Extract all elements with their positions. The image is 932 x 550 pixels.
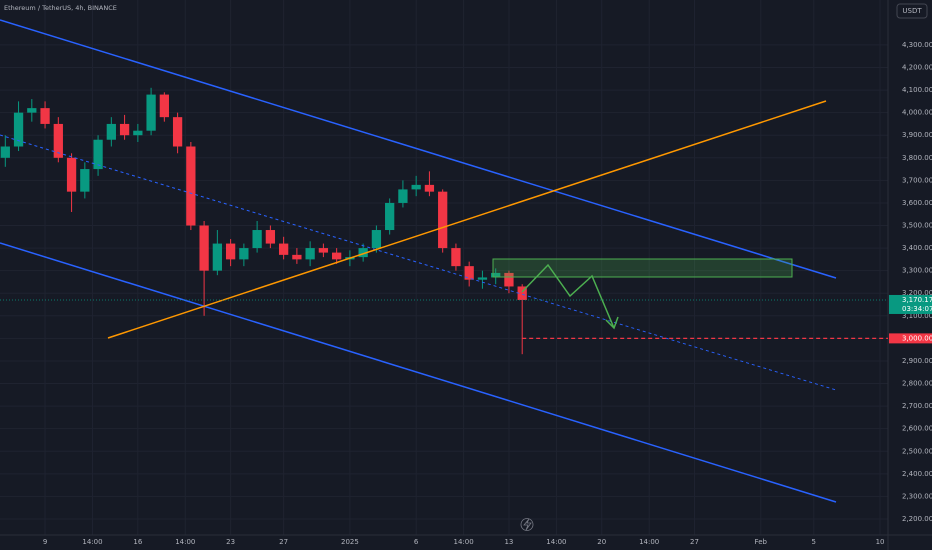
candle-body bbox=[385, 202, 395, 231]
x-tick-label: 23 bbox=[226, 538, 235, 546]
y-tick-label: 2,800.00 bbox=[902, 380, 932, 388]
candle-body bbox=[451, 248, 461, 267]
candle-body bbox=[239, 248, 249, 260]
candle-body bbox=[106, 123, 116, 140]
candle-body bbox=[159, 94, 169, 118]
x-tick-label: 14:00 bbox=[639, 538, 659, 546]
candle-body bbox=[186, 146, 196, 226]
projection-arrow bbox=[605, 316, 619, 330]
y-tick-label: 3,200.00 bbox=[902, 289, 932, 297]
candle-body bbox=[477, 277, 488, 280]
x-tick-label: 13 bbox=[504, 538, 513, 546]
candle-body bbox=[40, 108, 50, 124]
x-tick-label: 20 bbox=[597, 538, 606, 546]
candle-body bbox=[411, 184, 421, 190]
candle-body bbox=[146, 94, 156, 131]
x-tick-label: 5 bbox=[812, 538, 816, 546]
y-tick-label: 4,100.00 bbox=[902, 86, 932, 94]
x-tick-label: 14:00 bbox=[82, 538, 102, 546]
candle-body bbox=[464, 266, 474, 280]
candle-body bbox=[265, 230, 276, 244]
candle-body bbox=[278, 243, 289, 255]
candle-body bbox=[424, 184, 435, 192]
y-tick-label: 3,600.00 bbox=[902, 199, 932, 207]
x-tick-label: 10 bbox=[876, 538, 885, 546]
candle-body bbox=[53, 123, 63, 158]
price-tag-label: 3,170.17 bbox=[902, 296, 932, 304]
y-tick-label: 3,900.00 bbox=[902, 131, 932, 139]
y-tick-label: 4,300.00 bbox=[902, 41, 932, 49]
candles bbox=[0, 87, 527, 355]
x-tick-label: 9 bbox=[43, 538, 47, 546]
candle-body bbox=[318, 248, 329, 253]
y-tick-label: 3,700.00 bbox=[902, 176, 932, 184]
y-tick-label: 2,700.00 bbox=[902, 402, 932, 410]
y-tick-label: 2,400.00 bbox=[902, 470, 932, 478]
candle-body bbox=[80, 169, 90, 192]
y-tick-label: 3,400.00 bbox=[902, 244, 932, 252]
candle-body bbox=[517, 286, 527, 300]
candle-body bbox=[133, 130, 143, 136]
price-tag-label: 3,000.00 bbox=[902, 334, 932, 342]
candle-body bbox=[27, 108, 37, 113]
candle-body bbox=[358, 248, 368, 258]
candle-body bbox=[438, 191, 448, 249]
y-tick-label: 3,500.00 bbox=[902, 222, 932, 230]
currency-button[interactable] bbox=[896, 3, 928, 19]
x-tick-label: 27 bbox=[690, 538, 699, 546]
y-tick-label: 3,100.00 bbox=[902, 312, 932, 320]
candle-body bbox=[172, 117, 183, 147]
candle-body bbox=[398, 189, 408, 203]
price-tag bbox=[889, 333, 932, 344]
candle-body bbox=[13, 112, 24, 147]
y-tick-label: 2,300.00 bbox=[902, 492, 932, 500]
candle-body bbox=[212, 243, 222, 271]
y-tick-label: 4,000.00 bbox=[902, 109, 932, 117]
y-tick-label: 2,600.00 bbox=[902, 425, 932, 433]
price-tag bbox=[889, 294, 932, 314]
candle-body bbox=[371, 230, 382, 249]
x-tick-label: 14:00 bbox=[175, 538, 195, 546]
candle-body bbox=[491, 272, 501, 278]
candle-body bbox=[119, 123, 130, 136]
candle-body bbox=[93, 139, 103, 170]
channel-mid bbox=[0, 134, 837, 391]
candle-body bbox=[292, 254, 302, 260]
candle-body bbox=[225, 243, 236, 260]
candle-body bbox=[0, 146, 10, 158]
channel-lower bbox=[0, 242, 837, 503]
replay-icon-ring[interactable] bbox=[520, 518, 534, 531]
projection-path bbox=[521, 263, 615, 329]
trend-line bbox=[107, 100, 827, 339]
y-tick-label: 4,200.00 bbox=[902, 63, 932, 71]
x-tick-label: Feb bbox=[755, 538, 768, 546]
countdown-label: 03:34:07 bbox=[902, 305, 932, 313]
x-tick-label: 14:00 bbox=[454, 538, 474, 546]
zone-box bbox=[492, 258, 793, 278]
currency-label: USDT bbox=[902, 7, 922, 15]
x-tick-label: 27 bbox=[279, 538, 288, 546]
candle-body bbox=[305, 248, 315, 260]
candle-body bbox=[199, 225, 209, 271]
x-tick-label: 2025 bbox=[341, 538, 359, 546]
y-tick-label: 3,300.00 bbox=[902, 267, 932, 275]
y-tick-label: 3,800.00 bbox=[902, 154, 932, 162]
drawings bbox=[0, 19, 837, 503]
channel-upper bbox=[0, 19, 837, 279]
y-tick-label: 2,500.00 bbox=[902, 447, 932, 455]
candle-body bbox=[332, 252, 342, 260]
candle-body bbox=[252, 230, 262, 249]
symbol-title: Ethereum / TetherUS, 4h, BINANCE bbox=[4, 4, 117, 12]
x-tick-label: 16 bbox=[133, 538, 142, 546]
replay-icon[interactable] bbox=[523, 518, 532, 531]
candle-body bbox=[504, 272, 514, 287]
y-tick-label: 2,900.00 bbox=[902, 357, 932, 365]
y-tick-label: 2,200.00 bbox=[902, 515, 932, 523]
x-tick-label: 14:00 bbox=[546, 538, 566, 546]
candle-body bbox=[66, 157, 77, 192]
x-tick-label: 6 bbox=[414, 538, 419, 546]
